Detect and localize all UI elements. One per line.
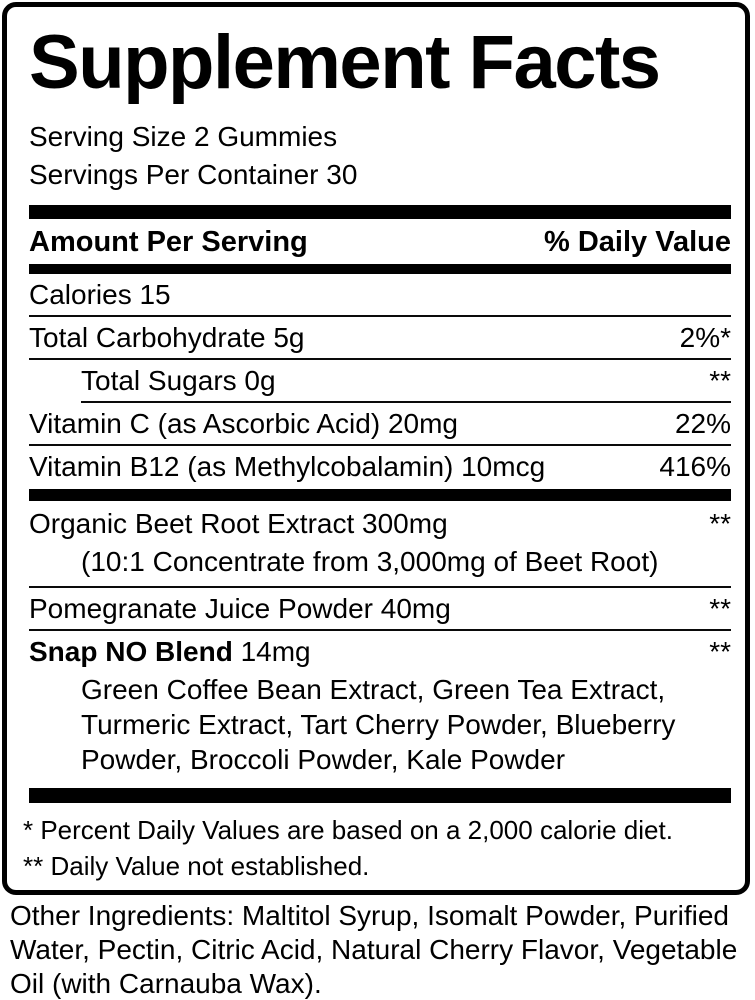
nutrient-name: Snap NO Blend 14mg (29, 636, 311, 667)
nutrient-daily-value: ** (709, 507, 731, 539)
separator-bar-header (29, 263, 731, 274)
nutrient-name: Total Carbohydrate 5g (29, 321, 305, 353)
row-divider (29, 314, 731, 317)
nutrient-row-total-carbohydrate: Total Carbohydrate 5g 2%* (29, 317, 731, 358)
footnote-dv-not-established: ** Daily Value not established. (23, 850, 370, 881)
nutrient-row-total-sugars: Total Sugars 0g ** (29, 360, 731, 401)
amount-per-serving-label: Amount Per Serving (29, 225, 308, 258)
nutrient-daily-value: ** (709, 592, 731, 624)
nutrient-name: Organic Beet Root Extract 300mg (29, 507, 448, 539)
nutrient-name: Calories 15 (29, 278, 171, 310)
other-ingredients-text: Other Ingredients: Maltitol Syrup, Isoma… (10, 900, 738, 999)
row-divider (29, 443, 731, 446)
footnote-dv-basis: * Percent Daily Values are based on a 2,… (23, 814, 673, 845)
nutrient-daily-value: 22% (674, 407, 731, 439)
separator-bar-top (29, 204, 731, 219)
nutrient-row-vitamin-c: Vitamin C (as Ascorbic Acid) 20mg 22% (29, 403, 731, 444)
daily-value-label: % Daily Value (544, 225, 731, 258)
nutrient-daily-value: 2%* (679, 321, 731, 353)
column-header-row: Amount Per Serving % Daily Value (29, 219, 731, 264)
row-divider (29, 585, 731, 588)
separator-bar-bottom (29, 787, 731, 803)
nutrient-daily-value: ** (709, 364, 731, 396)
nutrient-name: Total Sugars 0g (81, 364, 276, 396)
nutrient-row-snap-no-blend: Snap NO Blend 14mg ** (29, 631, 731, 672)
nutrient-detail-beet-root: (10:1 Concentrate from 3,000mg of Beet R… (81, 545, 659, 577)
nutrient-detail-blend-ingredients: Green Coffee Bean Extract, Green Tea Ext… (81, 673, 676, 775)
nutrient-row-calories: Calories 15 (29, 274, 731, 315)
row-divider (29, 357, 731, 360)
row-divider (29, 628, 731, 631)
nutrient-row-beet-root: Organic Beet Root Extract 300mg ** (29, 503, 731, 544)
blend-name-bold: Snap NO Blend (29, 635, 233, 667)
nutrient-row-vitamin-b12: Vitamin B12 (as Methylcobalamin) 10mcg 4… (29, 446, 731, 487)
row-divider-indented (81, 400, 731, 403)
panel-title: Supplement Facts (29, 20, 661, 105)
nutrient-daily-value: ** (709, 635, 731, 667)
blend-amount: 14mg (232, 635, 311, 667)
separator-bar-section (29, 488, 731, 501)
nutrient-row-pomegranate: Pomegranate Juice Powder 40mg ** (29, 588, 731, 629)
nutrient-daily-value: 416% (659, 450, 731, 482)
nutrient-name: Pomegranate Juice Powder 40mg (29, 592, 451, 624)
nutrient-name: Vitamin C (as Ascorbic Acid) 20mg (29, 407, 458, 439)
nutrient-name: Vitamin B12 (as Methylcobalamin) 10mcg (29, 450, 546, 482)
supplement-facts-panel: Supplement Facts Serving Size 2 Gummies … (2, 2, 750, 895)
servings-per-container-text: Servings Per Container 30 (29, 158, 358, 190)
serving-size-text: Serving Size 2 Gummies (29, 120, 338, 152)
